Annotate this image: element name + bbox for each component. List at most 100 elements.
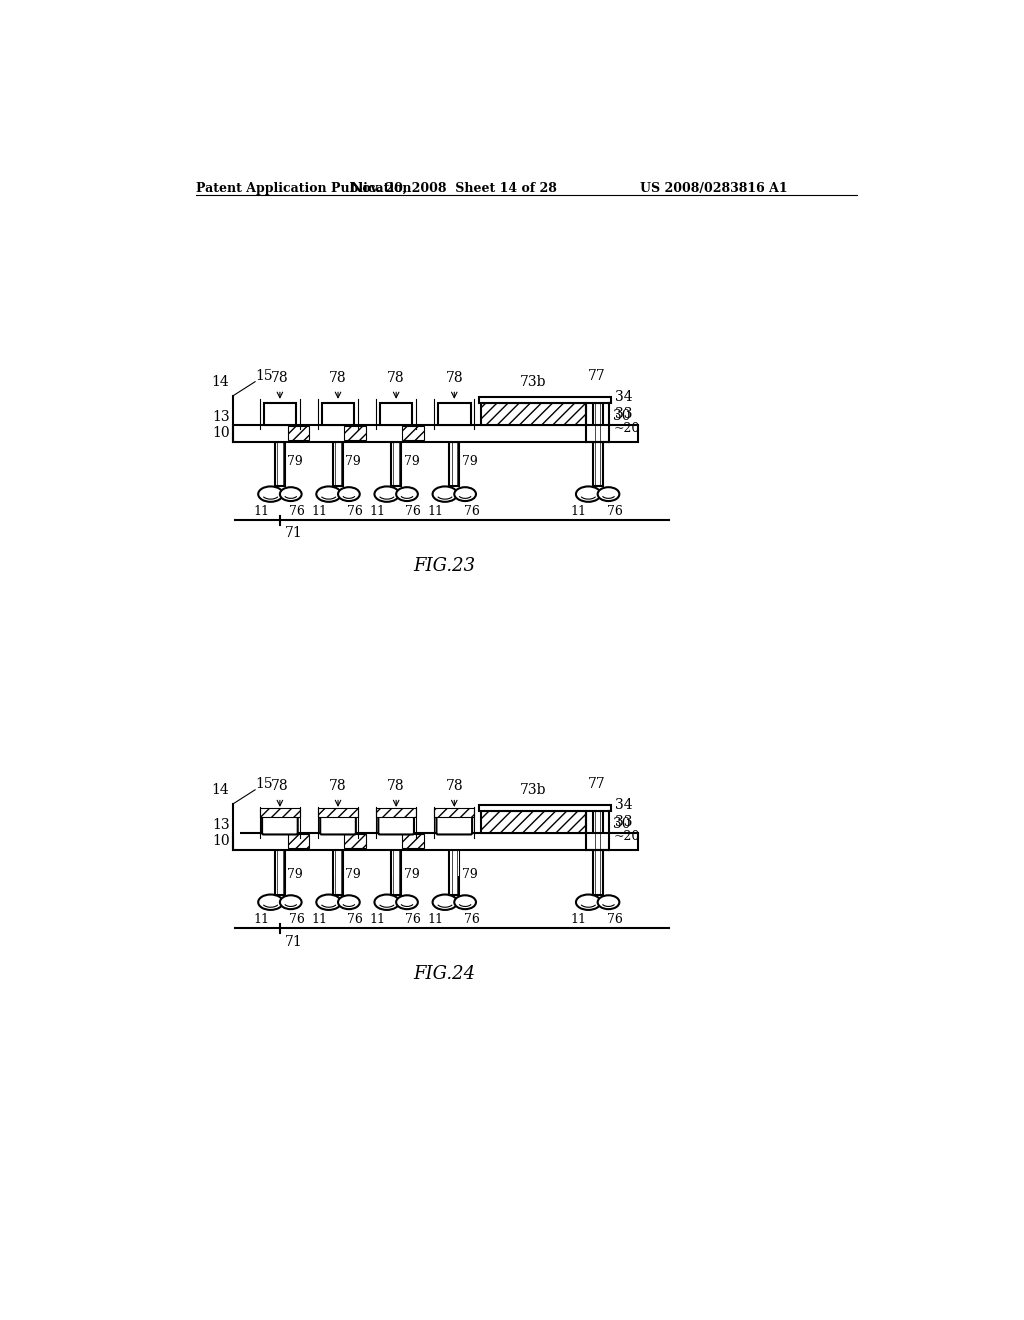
Bar xyxy=(450,850,459,875)
Text: 76: 76 xyxy=(406,506,421,517)
Text: 13: 13 xyxy=(212,818,229,832)
Bar xyxy=(333,442,343,487)
Text: 77: 77 xyxy=(588,777,605,792)
Text: 14: 14 xyxy=(212,783,229,797)
Text: 79: 79 xyxy=(288,455,303,469)
Text: FIG.24: FIG.24 xyxy=(413,965,475,983)
Text: 15: 15 xyxy=(255,370,272,383)
Text: US 2008/0283816 A1: US 2008/0283816 A1 xyxy=(640,182,787,194)
Text: FIG.23: FIG.23 xyxy=(413,557,475,576)
Text: 30: 30 xyxy=(613,409,631,424)
Text: 11: 11 xyxy=(370,913,385,927)
Bar xyxy=(260,808,300,817)
Ellipse shape xyxy=(316,895,341,909)
Ellipse shape xyxy=(575,895,601,909)
Text: 78: 78 xyxy=(329,371,347,385)
Bar xyxy=(480,404,586,425)
Ellipse shape xyxy=(598,895,620,909)
Text: 11: 11 xyxy=(253,506,269,517)
Ellipse shape xyxy=(455,895,476,909)
Bar xyxy=(402,426,424,441)
Text: 33: 33 xyxy=(614,407,632,421)
Text: 73b: 73b xyxy=(520,784,547,797)
Text: 79: 79 xyxy=(462,869,477,880)
Ellipse shape xyxy=(375,895,399,909)
Text: 79: 79 xyxy=(288,869,303,880)
Text: 73b: 73b xyxy=(520,375,547,389)
Text: 78: 78 xyxy=(271,779,289,793)
Text: 10: 10 xyxy=(212,426,229,441)
Bar xyxy=(344,426,366,441)
Text: 10: 10 xyxy=(212,834,229,849)
Bar xyxy=(380,404,413,425)
Text: 77: 77 xyxy=(588,370,605,383)
Ellipse shape xyxy=(575,487,601,502)
Ellipse shape xyxy=(598,487,620,502)
Bar xyxy=(288,834,309,849)
Text: 76: 76 xyxy=(347,506,364,517)
Bar xyxy=(317,808,358,817)
Text: 76: 76 xyxy=(289,506,305,517)
Text: 11: 11 xyxy=(427,913,443,927)
Text: 76: 76 xyxy=(607,913,623,927)
Bar xyxy=(274,850,285,895)
Bar xyxy=(438,404,471,425)
Ellipse shape xyxy=(258,487,283,502)
Bar xyxy=(263,404,296,425)
Ellipse shape xyxy=(396,895,418,909)
Text: 11: 11 xyxy=(311,506,328,517)
Text: 78: 78 xyxy=(387,779,404,793)
Bar xyxy=(233,425,638,442)
Ellipse shape xyxy=(375,487,399,502)
Text: 79: 79 xyxy=(403,455,419,469)
Text: 76: 76 xyxy=(464,913,479,927)
Text: 79: 79 xyxy=(345,869,361,880)
Bar xyxy=(479,805,611,812)
FancyBboxPatch shape xyxy=(321,810,356,834)
Text: 79: 79 xyxy=(345,455,361,469)
Text: 76: 76 xyxy=(289,913,305,927)
Text: 76: 76 xyxy=(347,913,364,927)
Text: ~20: ~20 xyxy=(613,422,640,436)
Bar xyxy=(333,850,343,895)
Ellipse shape xyxy=(338,487,359,502)
Text: 34: 34 xyxy=(614,391,633,404)
Text: 78: 78 xyxy=(387,371,404,385)
FancyBboxPatch shape xyxy=(378,810,414,834)
Text: Patent Application Publication: Patent Application Publication xyxy=(197,182,412,194)
Text: 11: 11 xyxy=(370,506,385,517)
Bar xyxy=(274,442,285,487)
Bar xyxy=(434,808,474,817)
Text: 79: 79 xyxy=(462,455,477,469)
Text: 78: 78 xyxy=(445,371,463,385)
Text: 76: 76 xyxy=(406,913,421,927)
Text: 15: 15 xyxy=(255,777,272,792)
Text: 11: 11 xyxy=(253,913,269,927)
Text: 11: 11 xyxy=(427,506,443,517)
Text: 78: 78 xyxy=(445,779,463,793)
FancyBboxPatch shape xyxy=(262,810,298,834)
Bar xyxy=(344,834,366,849)
Text: 11: 11 xyxy=(570,913,587,927)
Bar xyxy=(233,833,638,850)
Ellipse shape xyxy=(280,895,302,909)
Bar xyxy=(376,808,417,817)
Bar xyxy=(450,850,460,895)
Bar xyxy=(392,850,400,875)
Ellipse shape xyxy=(338,895,359,909)
Bar xyxy=(233,807,240,838)
Bar xyxy=(322,404,354,425)
Ellipse shape xyxy=(432,895,458,909)
Ellipse shape xyxy=(396,487,418,502)
Bar xyxy=(288,426,309,441)
Text: 11: 11 xyxy=(311,913,328,927)
Bar xyxy=(391,442,401,487)
Text: 14: 14 xyxy=(212,375,229,388)
FancyBboxPatch shape xyxy=(436,810,472,834)
Text: 76: 76 xyxy=(607,506,623,517)
Ellipse shape xyxy=(455,487,476,502)
Text: 30: 30 xyxy=(613,817,631,832)
Bar xyxy=(593,812,603,895)
Text: 76: 76 xyxy=(464,506,479,517)
Text: 78: 78 xyxy=(271,371,289,385)
